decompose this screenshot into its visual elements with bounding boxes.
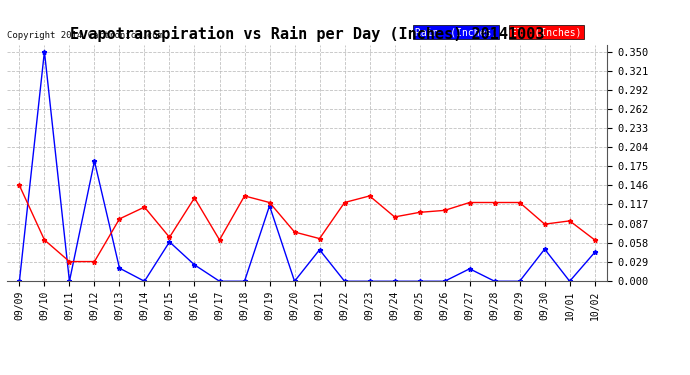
Text: Copyright 2014 Cartronics.com: Copyright 2014 Cartronics.com [7,31,163,40]
Text: ET  (Inches): ET (Inches) [511,27,582,37]
Title: Evapotranspiration vs Rain per Day (Inches) 20141003: Evapotranspiration vs Rain per Day (Inch… [70,27,544,42]
Text: Rain  (Inches): Rain (Inches) [415,27,497,37]
